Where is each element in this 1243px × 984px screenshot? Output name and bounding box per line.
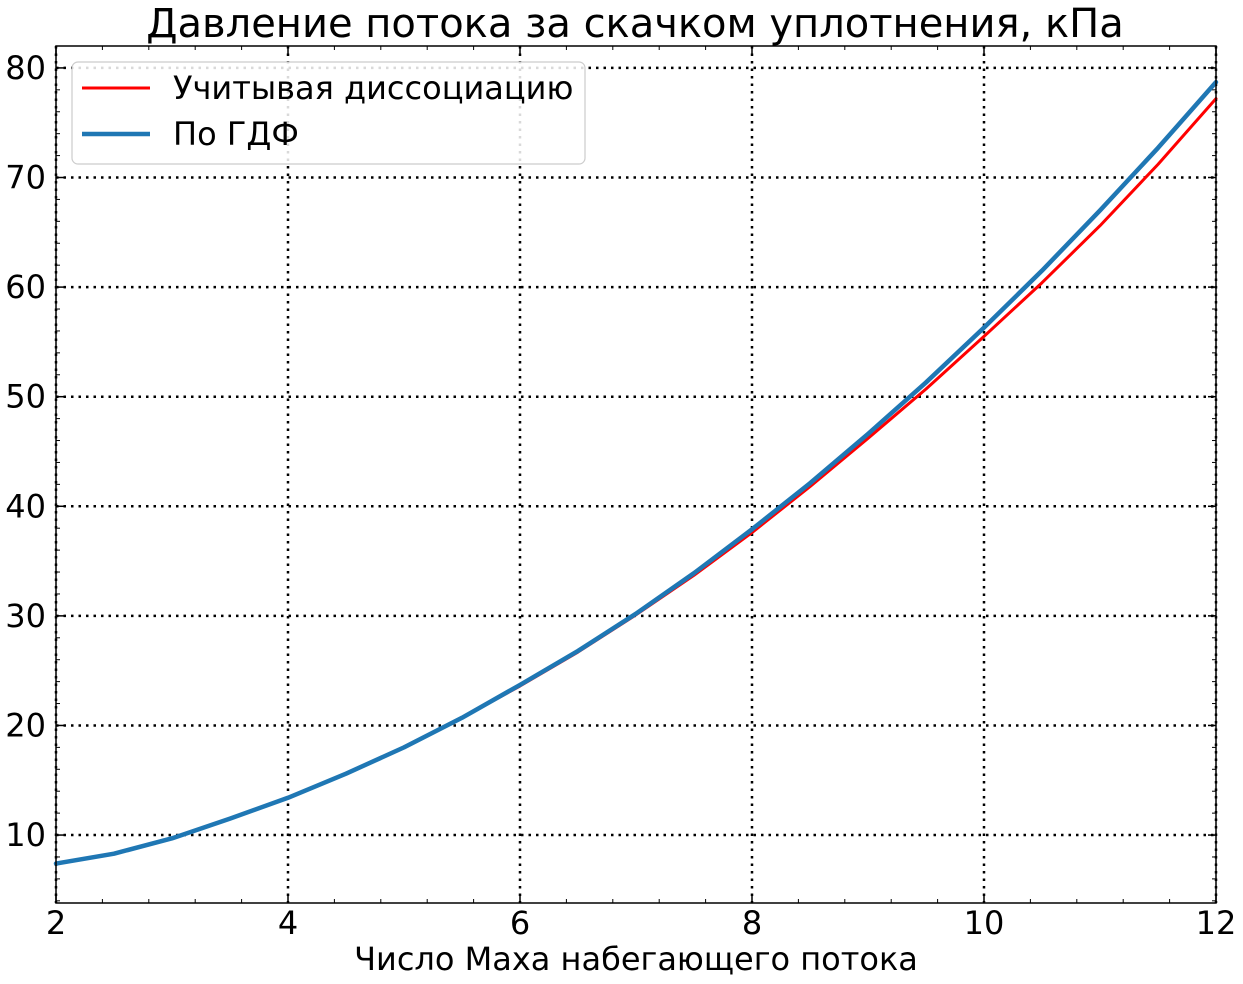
x-tick-label-12: 12 <box>1196 904 1237 942</box>
y-tick-label-80: 80 <box>5 49 46 87</box>
x-tick-label-10: 10 <box>964 904 1005 942</box>
legend-label-dissociation: Учитывая диссоциацию <box>173 69 573 107</box>
y-tick-label-40: 40 <box>5 487 46 525</box>
x-tick-label-2: 2 <box>46 904 66 942</box>
y-tick-label-20: 20 <box>5 706 46 744</box>
y-tick-label-10: 10 <box>5 816 46 854</box>
legend-box <box>71 61 586 165</box>
plot-frame <box>55 45 1217 904</box>
x-tick-label-6: 6 <box>510 904 530 942</box>
y-tick-label-30: 30 <box>5 597 46 635</box>
x-axis-label: Число Маха набегающего потока <box>354 940 918 978</box>
series-line-1 <box>53 79 1219 866</box>
major-ticks <box>55 46 1217 903</box>
tick-labels: 2 4 6 8 10 12 10 20 30 40 50 60 70 80 <box>5 49 1236 942</box>
x-tick-label-8: 8 <box>742 904 762 942</box>
y-tick-label-60: 60 <box>5 268 46 306</box>
y-tick-label-50: 50 <box>5 378 46 416</box>
chart-title: Давление потока за скачком уплотнения, к… <box>146 1 1123 47</box>
x-tick-label-4: 4 <box>278 904 298 942</box>
series-lines <box>53 79 1219 866</box>
legend-label-gdf: По ГДФ <box>173 115 299 153</box>
y-tick-label-70: 70 <box>5 159 46 197</box>
legend: Учитывая диссоциацию По ГДФ <box>71 61 586 165</box>
